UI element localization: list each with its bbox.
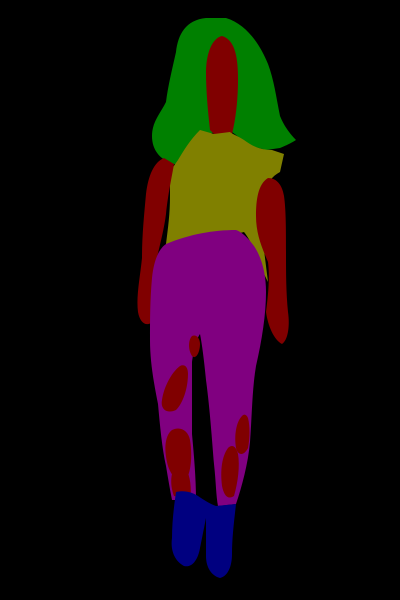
segment-right-knee-patch: [235, 414, 250, 454]
segment-left-shin-patch: [171, 464, 191, 500]
segment-right-hip-patch: [189, 335, 200, 358]
segment-right-shin-patch: [221, 446, 239, 498]
segment-shoes: [171, 491, 236, 578]
segment-left-thigh-patch: [161, 365, 188, 412]
segment-face: [206, 36, 238, 134]
segment-right-arm: [256, 178, 289, 344]
segment-left-arm: [137, 158, 174, 325]
